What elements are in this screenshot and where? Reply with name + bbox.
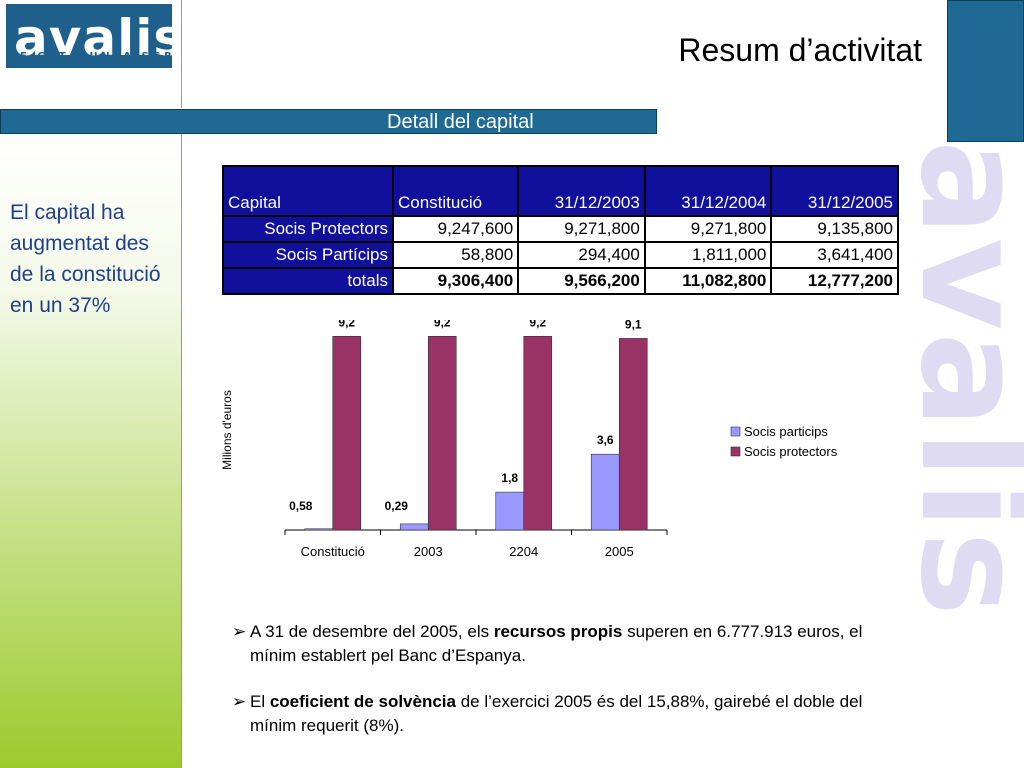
bar-particips bbox=[590, 453, 620, 531]
capital-table: Capital Constitució 31/12/2003 31/12/200… bbox=[222, 165, 899, 295]
data-label: 9,2 bbox=[434, 320, 451, 329]
row-label: Socis Partícips bbox=[222, 241, 394, 269]
table-cell: 58,800 bbox=[391, 241, 520, 269]
bullet-item: ➢ El coeficient de solvència de l’exercic… bbox=[232, 690, 912, 738]
data-label: 9,1 bbox=[625, 320, 642, 331]
table-header-row: Capital Constitució 31/12/2003 31/12/200… bbox=[222, 165, 899, 217]
bar-particips bbox=[495, 491, 525, 531]
watermark: avalis bbox=[919, 135, 1024, 768]
header-cell: 31/12/2004 bbox=[643, 165, 773, 217]
table-cell: 12,777,200 bbox=[770, 267, 899, 295]
legend-label: Socis protectors bbox=[744, 444, 838, 459]
table-row: Socis Partícips 58,800 294,400 1,811,000… bbox=[222, 241, 899, 269]
data-label: 1,8 bbox=[501, 471, 518, 485]
capital-bar-chart: Milions d'euros 0,58 9,2 Constitució 0,29 9,2… bbox=[220, 320, 838, 559]
legend-swatch bbox=[730, 446, 741, 457]
bullet-text: El bbox=[250, 692, 270, 711]
header-cell: Constitució bbox=[391, 165, 520, 217]
table-cell: 294,400 bbox=[517, 241, 646, 269]
bullet-text: de l’exercici 2005 és del 15,88%, gaireb… bbox=[250, 692, 863, 735]
x-tick-label: Constitució bbox=[301, 544, 365, 559]
bullet-emphasis: recursos propis bbox=[493, 622, 623, 641]
header-cell: 31/12/2003 bbox=[517, 165, 646, 217]
logo-subtitle: DE CATALUNYA SGR bbox=[8, 51, 176, 62]
logo: avalis DE CATALUNYA SGR bbox=[0, 0, 183, 108]
legend-swatch bbox=[730, 426, 741, 437]
bullet-text: A 31 de desembre del 2005, els bbox=[250, 622, 494, 641]
table-cell: 1,811,000 bbox=[643, 241, 773, 269]
header-cell: Capital bbox=[222, 165, 394, 217]
data-label: 9,2 bbox=[338, 320, 355, 329]
table-cell: 9,566,200 bbox=[517, 267, 646, 295]
logo-mark: avalis bbox=[6, 4, 183, 68]
left-panel: El capital ha augmentat des de la consti… bbox=[0, 134, 182, 768]
bar-protectors bbox=[618, 338, 648, 531]
row-label: Socis Protectors bbox=[222, 215, 394, 243]
x-tick-label: 2204 bbox=[509, 544, 538, 559]
x-tick-label: 2003 bbox=[414, 544, 443, 559]
section-title: Detall del capital bbox=[387, 111, 534, 133]
logo-word: avalis bbox=[14, 9, 185, 67]
header-cell: 31/12/2005 bbox=[770, 165, 899, 217]
table-cell: 11,082,800 bbox=[643, 267, 773, 295]
data-label: 9,2 bbox=[529, 320, 546, 329]
page-title: Resum d’activitat bbox=[678, 32, 922, 68]
table-cell: 9,271,800 bbox=[643, 215, 773, 243]
section-header-bar: Detall del capital bbox=[0, 109, 657, 134]
row-label: totals bbox=[222, 267, 394, 295]
bullet-item: ➢ A 31 de desembre del 2005, els recursos… bbox=[232, 620, 912, 668]
y-axis-label: Milions d'euros bbox=[220, 390, 234, 470]
bullet-emphasis: coeficient de solvència bbox=[269, 692, 456, 711]
bar-protectors bbox=[523, 336, 553, 531]
data-label: 0,58 bbox=[289, 499, 313, 513]
bar-particips bbox=[304, 528, 334, 531]
watermark-text: avalis bbox=[919, 140, 1024, 619]
table-cell: 3,641,400 bbox=[770, 241, 899, 269]
bar-protectors bbox=[332, 336, 362, 531]
bar-particips bbox=[399, 523, 429, 531]
bullet-list: ➢ A 31 de desembre del 2005, els recursos… bbox=[232, 620, 912, 760]
arrow-bullet-icon: ➢ bbox=[232, 692, 247, 711]
corner-block bbox=[947, 0, 1024, 142]
table-cell: 9,135,800 bbox=[770, 215, 899, 243]
side-note: El capital ha augmentat des de la consti… bbox=[10, 201, 161, 317]
bar-protectors bbox=[427, 336, 457, 531]
table-row: Socis Protectors 9,247,600 9,271,800 9,2… bbox=[222, 215, 899, 243]
table-row-totals: totals 9,306,400 9,566,200 11,082,800 12… bbox=[222, 267, 899, 295]
bullet-text: superen en 6.777.913 euros, el mínim est… bbox=[250, 622, 863, 665]
data-label: 0,29 bbox=[385, 499, 409, 513]
data-label: 3,6 bbox=[597, 433, 614, 447]
arrow-bullet-icon: ➢ bbox=[232, 622, 247, 641]
table-cell: 9,247,600 bbox=[391, 215, 520, 243]
x-tick-label: 2005 bbox=[605, 544, 634, 559]
table-cell: 9,306,400 bbox=[391, 267, 520, 295]
legend-label: Socis particips bbox=[744, 424, 828, 439]
table-cell: 9,271,800 bbox=[517, 215, 646, 243]
